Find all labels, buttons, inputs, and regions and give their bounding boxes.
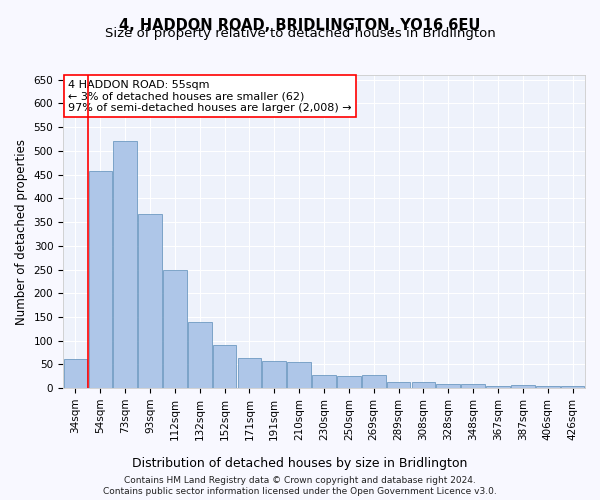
Bar (138, 214, 162, 388)
Y-axis label: Number of detached properties: Number of detached properties (15, 138, 28, 324)
Text: Distribution of detached houses by size in Bridlington: Distribution of detached houses by size … (133, 458, 467, 470)
Bar (312, 376, 336, 388)
Bar (287, 362, 311, 388)
Text: Contains public sector information licensed under the Open Government Licence v3: Contains public sector information licen… (103, 487, 497, 496)
Text: 4 HADDON ROAD: 55sqm
← 3% of detached houses are smaller (62)
97% of semi-detach: 4 HADDON ROAD: 55sqm ← 3% of detached ho… (68, 80, 352, 113)
Bar (337, 376, 361, 388)
Bar (536, 386, 560, 388)
Bar (511, 385, 535, 388)
Bar (486, 386, 510, 388)
Bar (461, 384, 485, 388)
Text: 4, HADDON ROAD, BRIDLINGTON, YO16 6EU: 4, HADDON ROAD, BRIDLINGTON, YO16 6EU (119, 18, 481, 32)
Text: Size of property relative to detached houses in Bridlington: Size of property relative to detached ho… (104, 28, 496, 40)
Bar (561, 386, 584, 388)
Bar (436, 384, 460, 388)
Bar (163, 270, 187, 388)
Bar (64, 358, 87, 388)
Bar (387, 382, 410, 388)
Bar (113, 142, 137, 388)
Text: Contains HM Land Registry data © Crown copyright and database right 2024.: Contains HM Land Registry data © Crown c… (124, 476, 476, 485)
Bar (412, 382, 435, 388)
Bar (238, 358, 261, 388)
Bar (213, 344, 236, 388)
Bar (262, 361, 286, 388)
Bar (362, 376, 386, 388)
Bar (188, 322, 212, 388)
Bar (89, 172, 112, 388)
